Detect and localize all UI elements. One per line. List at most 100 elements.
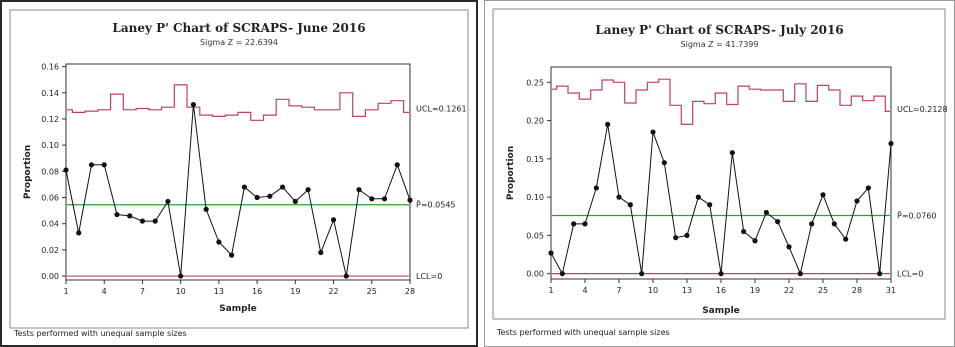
data-point xyxy=(88,162,95,168)
data-point xyxy=(820,192,826,198)
data-point xyxy=(76,230,82,236)
y-tick-label: 0.06 xyxy=(41,194,59,203)
data-point xyxy=(216,239,222,245)
ucl-step-line xyxy=(67,84,409,121)
data-point xyxy=(165,198,171,205)
x-tick-label: 10 xyxy=(648,286,658,295)
data-point xyxy=(627,202,633,208)
june-chart-panel: Laney P' Chart of SCRAPS- June 2016 Sigma… xyxy=(0,0,478,347)
data-point xyxy=(695,194,701,200)
y-tick-label: 0.14 xyxy=(41,89,59,98)
data-point xyxy=(718,271,724,277)
y-tick-label: 0.02 xyxy=(41,246,59,255)
data-point xyxy=(843,236,849,242)
data-point xyxy=(343,273,349,279)
y-axis-label: Proportion xyxy=(506,146,516,200)
y-tick-label: 0.04 xyxy=(41,220,59,229)
lcl-label: LCL=0 xyxy=(416,272,442,281)
data-point xyxy=(330,217,337,223)
data-point xyxy=(775,218,781,225)
x-tick-label: 1 xyxy=(63,287,68,296)
data-point xyxy=(865,185,871,191)
x-axis-label: Sample xyxy=(702,306,740,316)
x-tick-label: 4 xyxy=(102,287,107,296)
data-point xyxy=(605,121,611,128)
x-tick-label: 13 xyxy=(682,286,692,295)
ucl-label: UCL=0.2128 xyxy=(897,105,948,114)
data-point xyxy=(616,194,622,200)
data-point xyxy=(797,271,803,277)
data-point xyxy=(752,238,758,244)
data-point xyxy=(356,187,362,193)
data-point xyxy=(650,129,656,135)
x-axis-label: Sample xyxy=(219,304,257,314)
x-tick-label: 25 xyxy=(818,286,828,295)
data-point xyxy=(888,140,894,147)
data-point xyxy=(203,206,209,212)
data-point xyxy=(593,185,599,191)
data-point xyxy=(809,221,815,227)
ucl-label: UCL=0.1261 xyxy=(416,105,467,114)
data-point xyxy=(114,211,120,218)
data-point xyxy=(229,252,235,258)
x-tick-label: 28 xyxy=(852,286,862,295)
data-point xyxy=(63,167,69,173)
x-tick-label: 16 xyxy=(716,286,726,295)
july-chart-panel: Laney P' Chart of SCRAPS- July 2016 Sigma… xyxy=(484,0,955,347)
y-tick-label: 0.12 xyxy=(41,115,59,124)
lcl-label: LCL=0 xyxy=(897,270,923,279)
x-tick-label: 10 xyxy=(176,287,186,296)
y-tick-label: 0.25 xyxy=(526,78,544,87)
chart-frame xyxy=(492,8,946,320)
data-point xyxy=(684,232,690,238)
y-tick-label: 0.00 xyxy=(526,270,544,279)
data-point xyxy=(571,221,577,227)
data-point xyxy=(241,184,247,190)
data-point xyxy=(786,244,792,250)
y-tick-label: 0.00 xyxy=(41,272,59,281)
data-point xyxy=(854,198,860,204)
data-point xyxy=(190,101,197,108)
x-tick-label: 7 xyxy=(616,286,621,295)
y-tick-label: 0.10 xyxy=(526,193,544,202)
chart-subtitle: Sigma Z = 41.7399 xyxy=(681,40,759,49)
data-point xyxy=(139,218,146,224)
y-tick-label: 0.10 xyxy=(41,141,59,150)
chart-title: Laney P' Chart of SCRAPS- June 2016 xyxy=(112,21,365,35)
x-tick-label: 19 xyxy=(750,286,760,295)
y-tick-label: 0.05 xyxy=(526,231,544,240)
x-tick-label: 31 xyxy=(886,286,896,295)
data-point xyxy=(763,209,769,216)
data-point xyxy=(127,213,133,219)
y-tick-label: 0.16 xyxy=(41,63,59,72)
x-tick-label: 13 xyxy=(214,287,224,296)
center-line-label: P̄=0.0760 xyxy=(897,210,937,220)
x-tick-label: 7 xyxy=(140,287,145,296)
data-point xyxy=(305,187,311,193)
footnote: Tests performed with unequal sample size… xyxy=(13,329,187,338)
y-tick-label: 0.15 xyxy=(526,155,544,164)
data-point xyxy=(741,228,747,235)
data-point xyxy=(639,271,645,277)
x-tick-label: 28 xyxy=(405,287,415,296)
x-tick-label: 22 xyxy=(328,287,338,296)
data-point xyxy=(254,194,260,201)
data-point xyxy=(661,160,667,166)
data-point xyxy=(152,218,158,224)
data-point xyxy=(381,196,388,202)
y-axis-label: Proportion xyxy=(23,145,33,199)
data-point xyxy=(729,150,735,156)
data-point xyxy=(831,221,837,227)
chart-frame xyxy=(9,9,469,329)
x-tick-label: 1 xyxy=(548,286,553,295)
x-tick-label: 22 xyxy=(784,286,794,295)
y-tick-label: 0.08 xyxy=(41,167,59,176)
data-point xyxy=(673,235,679,241)
x-tick-label: 25 xyxy=(367,287,377,296)
chart-subtitle: Sigma Z = 22.6394 xyxy=(200,38,278,47)
ucl-step-line xyxy=(552,78,890,125)
data-point xyxy=(877,271,883,277)
data-point xyxy=(707,202,713,208)
data-point xyxy=(582,221,588,227)
x-tick-label: 19 xyxy=(290,287,300,296)
